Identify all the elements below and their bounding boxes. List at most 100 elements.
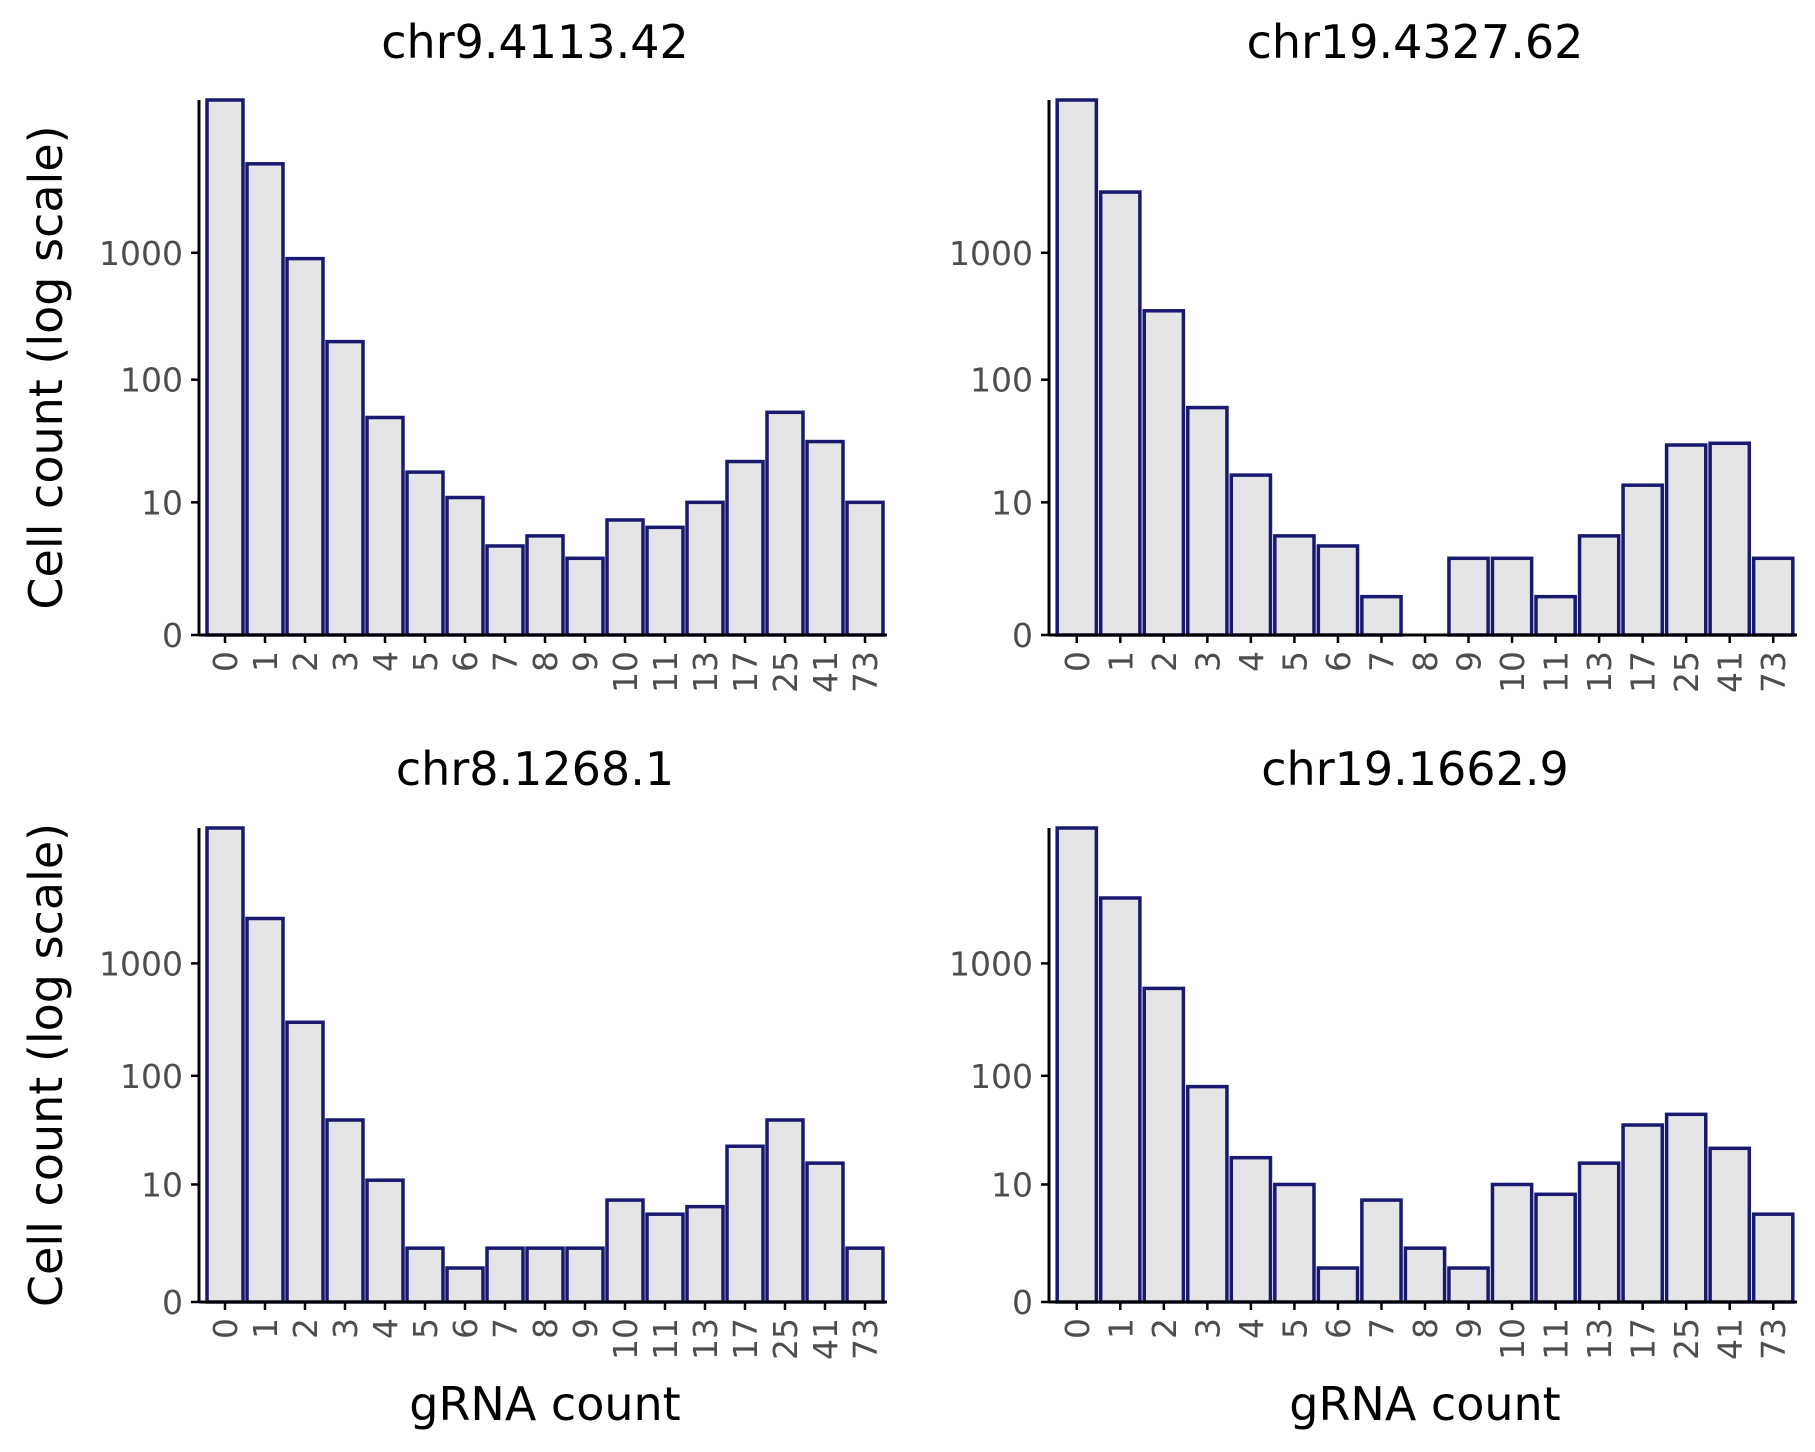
bar-3 (325, 1118, 365, 1304)
y-tick-label: 0 (1012, 616, 1033, 655)
x-tick-label: 4 (1232, 651, 1271, 672)
x-tick-label: 41 (806, 1318, 845, 1360)
x-tick-label: 41 (1711, 1318, 1750, 1360)
x-tick-label: 7 (486, 651, 525, 672)
x-tick-label: 9 (566, 1318, 605, 1339)
x-tick-label: 17 (726, 651, 765, 693)
x-axis-title: gRNA count (1289, 1377, 1560, 1431)
y-tick-label: 100 (120, 1057, 183, 1096)
bar-17 (1621, 1123, 1664, 1304)
bar-9 (1447, 1266, 1490, 1304)
x-tick-label: 11 (646, 1318, 685, 1360)
x-tick-label: 5 (1275, 1318, 1314, 1339)
bar-0 (205, 98, 245, 637)
bar-7 (485, 544, 525, 637)
y-tick-label: 1000 (99, 944, 183, 983)
x-tick-label: 17 (1624, 651, 1663, 693)
bar-4 (365, 1178, 405, 1304)
x-tick-label: 8 (526, 1318, 565, 1339)
x-tick-label: 0 (206, 651, 245, 672)
bar-11 (1534, 1192, 1577, 1304)
x-tick-label: 13 (1580, 1318, 1619, 1360)
bar-9 (1447, 556, 1490, 637)
y-tick-label: 10 (141, 483, 183, 522)
x-tick-label: 13 (686, 651, 725, 693)
y-tick-label: 1000 (949, 234, 1033, 273)
x-tick-label: 25 (766, 1318, 805, 1360)
bar-73 (845, 1246, 885, 1304)
x-tick-label: 25 (1667, 651, 1706, 693)
x-tick-label: 4 (366, 1318, 405, 1339)
bar-25 (1664, 443, 1708, 637)
bar-9 (565, 556, 605, 637)
bar-3 (325, 339, 365, 637)
bar-10 (605, 518, 645, 637)
bar-17 (725, 1144, 765, 1304)
y-tick-label: 100 (120, 361, 183, 400)
bar-41 (805, 439, 845, 637)
x-tick-label: 1 (246, 1318, 285, 1339)
bar-0 (1055, 826, 1099, 1304)
x-tick-label: 2 (1145, 651, 1184, 672)
x-tick-label: 9 (1450, 651, 1489, 672)
bar-7 (1360, 594, 1403, 637)
bar-73 (845, 500, 885, 637)
x-tick-label: 13 (1580, 651, 1619, 693)
x-tick-label: 13 (686, 1318, 725, 1360)
bar-8 (525, 534, 565, 637)
bar-6 (445, 1266, 485, 1304)
x-tick-label: 41 (1711, 651, 1750, 693)
x-tick-label: 73 (846, 651, 885, 693)
bar-5 (1273, 534, 1316, 637)
bar-6 (1316, 1266, 1360, 1304)
x-tick-label: 10 (606, 1318, 645, 1360)
panel-title: chr19.1662.9 (1261, 742, 1568, 796)
x-tick-label: 10 (1493, 651, 1532, 693)
bar-17 (1621, 483, 1664, 637)
x-tick-label: 6 (446, 1318, 485, 1339)
bar-1 (1098, 190, 1142, 637)
x-tick-label: 2 (286, 1318, 325, 1339)
bar-10 (605, 1198, 645, 1304)
bar-5 (405, 470, 445, 637)
x-tick-label: 10 (606, 651, 645, 693)
x-tick-label: 11 (1537, 651, 1576, 693)
y-tick-label: 0 (162, 1283, 183, 1322)
x-tick-label: 5 (406, 651, 445, 672)
x-tick-label: 0 (1058, 1318, 1097, 1339)
bar-1 (245, 916, 285, 1304)
x-tick-label: 10 (1493, 1318, 1532, 1360)
bar-25 (1664, 1112, 1708, 1304)
bar-73 (1751, 1212, 1795, 1304)
y-tick-label: 10 (141, 1165, 183, 1204)
bar-3 (1186, 405, 1229, 637)
bar-4 (1229, 473, 1273, 637)
bar-13 (1577, 1161, 1621, 1304)
bar-3 (1186, 1084, 1229, 1304)
bar-41 (1708, 441, 1752, 637)
x-tick-label: 7 (1362, 1318, 1401, 1339)
x-tick-label: 2 (1145, 1318, 1184, 1339)
panel-title: chr9.4113.42 (381, 15, 688, 69)
x-tick-label: 7 (486, 1318, 525, 1339)
bar-25 (765, 410, 805, 637)
y-tick-label: 1000 (99, 234, 183, 273)
bar-2 (285, 1020, 325, 1304)
x-tick-label: 17 (1624, 1318, 1663, 1360)
bar-1 (245, 162, 285, 637)
x-tick-label: 3 (326, 1318, 365, 1339)
x-tick-label: 9 (566, 651, 605, 672)
x-tick-label: 5 (1275, 651, 1314, 672)
x-tick-label: 3 (1188, 1318, 1227, 1339)
x-tick-label: 25 (1667, 1318, 1706, 1360)
bar-11 (645, 1212, 685, 1304)
bar-11 (645, 525, 685, 637)
x-tick-label: 8 (1406, 1318, 1445, 1339)
y-tick-label: 100 (970, 361, 1033, 400)
x-tick-label: 73 (1754, 1318, 1793, 1360)
bar-25 (765, 1118, 805, 1304)
y-tick-label: 10 (991, 1165, 1033, 1204)
x-tick-label: 41 (806, 651, 845, 693)
x-tick-label: 25 (766, 651, 805, 693)
